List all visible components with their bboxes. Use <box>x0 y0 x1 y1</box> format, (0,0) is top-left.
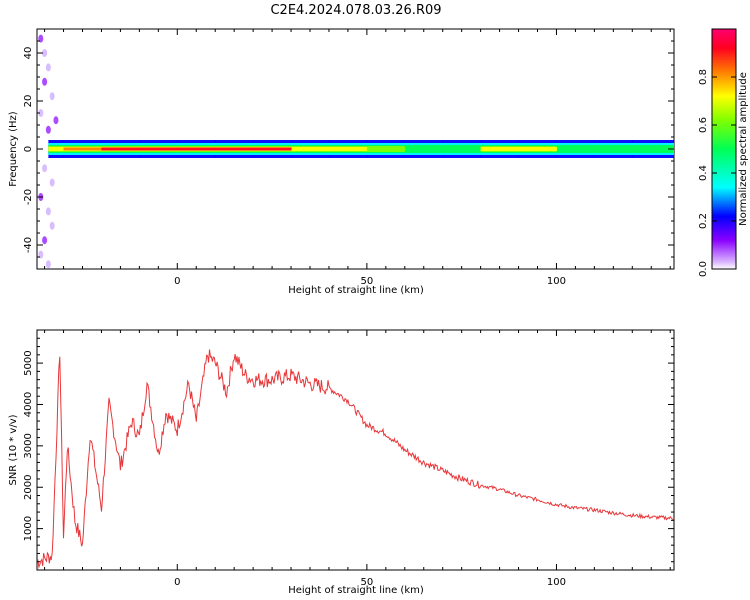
snr-series-line <box>37 349 674 569</box>
snr-frame <box>36 329 675 571</box>
snr-xlabel: Height of straight line (km) <box>288 585 424 596</box>
heatmap-band <box>291 147 330 151</box>
snr-xtick-label: 100 <box>547 577 566 588</box>
figure-title: C2E4.2024.078.03.26.R09 <box>270 3 441 18</box>
spectrogram-xtick-label: 50 <box>361 276 374 287</box>
heatmap-band <box>442 146 482 152</box>
spectrogram-xlabel: Height of straight line (km) <box>288 285 424 296</box>
spectrogram-ytick-label: -40 <box>23 237 34 253</box>
spectrogram-ytick-label: 40 <box>23 47 34 60</box>
spectrogram-xtick-label: 100 <box>547 276 566 287</box>
heatmap-band <box>632 146 674 152</box>
heatmap-band <box>101 147 140 151</box>
heatmap-band <box>556 146 595 152</box>
heatmap-band <box>366 147 406 151</box>
spectrogram-xtick-label: 0 <box>174 276 180 287</box>
spectrogram-ylabel: Frequency (Hz) <box>8 111 19 187</box>
heatmap-noise-cell <box>38 109 44 117</box>
spectrogram-heatmap <box>38 34 674 269</box>
heatmap-noise-cell <box>49 221 55 230</box>
snr-ytick-label: 5000 <box>23 350 34 375</box>
heatmap-band <box>177 147 216 151</box>
snr-axes: 0 50 100 1000 2000 3000 4000 5000 <box>23 329 674 588</box>
colorbar-tick-label: 0.8 <box>698 69 709 85</box>
heatmap-noise-cell <box>45 260 51 269</box>
colorbar-tick-label: 0.2 <box>698 213 709 229</box>
heatmap-noise-cell <box>42 236 48 245</box>
heatmap-noise-cell <box>49 178 55 187</box>
snr-xtick-label: 50 <box>361 577 374 588</box>
heatmap-band <box>328 147 368 151</box>
snr-ytick-label: 2000 <box>23 475 34 500</box>
colorbar-label: Normalized spectral amplitude <box>738 72 749 226</box>
heatmap-noise-cell <box>49 92 55 101</box>
colorbar: 0.0 0.2 0.4 0.6 0.8 Normalized spectral ampl… <box>698 28 749 277</box>
snr-ytick-label: 3000 <box>23 433 34 458</box>
spectrogram-ytick-label: 0 <box>23 146 34 152</box>
colorbar-gradient <box>711 28 737 270</box>
heatmap-band <box>404 146 444 152</box>
colorbar-tick-label: 0.4 <box>698 165 709 181</box>
heatmap-noise-cell <box>42 77 48 86</box>
snr-plot: 0 50 100 1000 2000 3000 4000 5000 Height of str… <box>8 329 675 596</box>
snr-xtick-label: 0 <box>174 577 180 588</box>
heatmap-band <box>253 147 292 151</box>
heatmap-band <box>139 147 178 151</box>
heatmap-band <box>480 147 520 151</box>
colorbar-tick-label: 0.0 <box>698 261 709 277</box>
heatmap-noise-cell <box>45 63 51 72</box>
spectrogram-ytick-label: -20 <box>23 189 34 205</box>
spectrogram-axes: 0 50 100 -40 -20 0 20 40 <box>23 28 674 287</box>
heatmap-noise-cell <box>42 49 48 57</box>
heatmap-band <box>594 146 633 152</box>
colorbar-tick-label: 0.6 <box>698 117 709 133</box>
snr-ytick-label: 1000 <box>23 516 34 541</box>
heatmap-band <box>215 147 254 151</box>
heatmap-noise-cell <box>45 125 51 134</box>
spectrogram-ytick-label: 20 <box>23 95 34 108</box>
heatmap-noise-cell <box>42 164 48 173</box>
heatmap-noise-cell <box>53 116 59 125</box>
colorbar-ticks: 0.0 0.2 0.4 0.6 0.8 <box>698 69 736 277</box>
spectrogram-plot: 0 50 100 -40 -20 0 20 40 Height of straight lin… <box>8 28 675 296</box>
snr-ytick-label: 4000 <box>23 392 34 417</box>
heatmap-band <box>518 147 557 151</box>
heatmap-band <box>63 147 102 151</box>
snr-ylabel: SNR (10 * v/v) <box>8 414 19 485</box>
heatmap-noise-cell <box>45 207 51 216</box>
heatmap-band <box>48 147 65 151</box>
